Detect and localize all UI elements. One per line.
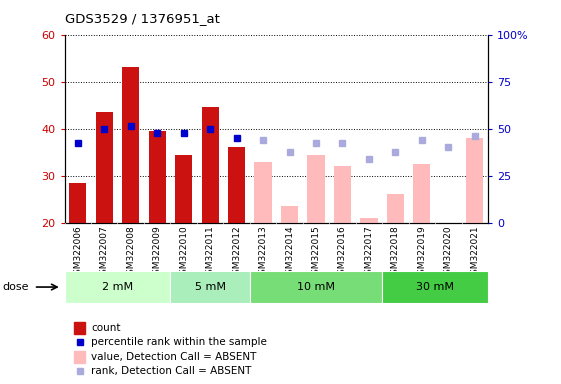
Text: GSM322012: GSM322012 [232, 225, 241, 280]
Text: value, Detection Call = ABSENT: value, Detection Call = ABSENT [91, 352, 257, 362]
Text: dose: dose [3, 282, 29, 292]
Text: GSM322011: GSM322011 [206, 225, 215, 280]
Bar [75, 351, 85, 362]
Text: GSM322014: GSM322014 [285, 225, 294, 280]
Text: GSM322017: GSM322017 [365, 225, 374, 280]
Text: GSM322007: GSM322007 [100, 225, 109, 280]
Text: count: count [91, 323, 121, 333]
Text: 2 mM: 2 mM [102, 282, 133, 292]
Bar [228, 147, 245, 223]
Text: GDS3529 / 1376951_at: GDS3529 / 1376951_at [65, 12, 219, 25]
Bar [69, 183, 86, 223]
Bar [360, 218, 378, 223]
Bar [95, 112, 113, 223]
Text: GSM322015: GSM322015 [311, 225, 320, 280]
Bar [250, 271, 382, 303]
Bar [466, 138, 484, 223]
Bar [255, 162, 272, 223]
Text: 5 mM: 5 mM [195, 282, 226, 292]
Text: GSM322020: GSM322020 [444, 225, 453, 280]
Bar [65, 271, 171, 303]
Bar [281, 206, 298, 223]
Bar [175, 154, 192, 223]
Text: 30 mM: 30 mM [416, 282, 454, 292]
Bar [387, 194, 404, 223]
Text: GSM322019: GSM322019 [417, 225, 426, 280]
Text: GSM322021: GSM322021 [470, 225, 479, 280]
Text: 10 mM: 10 mM [297, 282, 335, 292]
Bar [413, 164, 430, 223]
Text: GSM322016: GSM322016 [338, 225, 347, 280]
Bar [75, 322, 85, 334]
Text: GSM322008: GSM322008 [126, 225, 135, 280]
Bar [122, 68, 139, 223]
Bar [382, 271, 488, 303]
Text: GSM322013: GSM322013 [259, 225, 268, 280]
Text: GSM322010: GSM322010 [179, 225, 188, 280]
Bar [201, 108, 219, 223]
Text: GSM322009: GSM322009 [153, 225, 162, 280]
Bar [307, 154, 325, 223]
Text: GSM322006: GSM322006 [73, 225, 82, 280]
Text: percentile rank within the sample: percentile rank within the sample [91, 337, 267, 347]
Bar [334, 166, 351, 223]
Bar [149, 131, 165, 223]
Text: rank, Detection Call = ABSENT: rank, Detection Call = ABSENT [91, 366, 252, 376]
Bar [171, 271, 250, 303]
Text: GSM322018: GSM322018 [391, 225, 400, 280]
